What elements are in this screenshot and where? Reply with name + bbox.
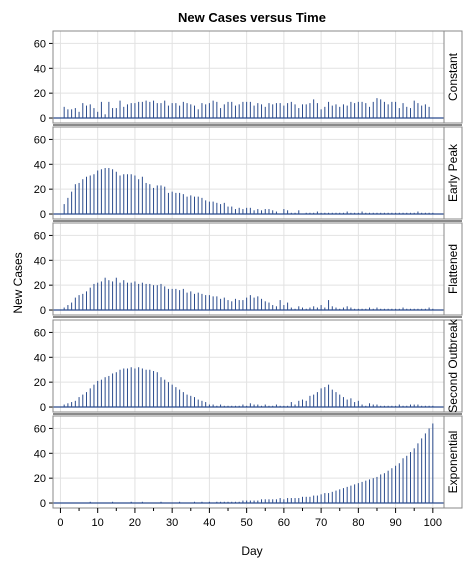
y-tick-label: 20 bbox=[34, 88, 46, 100]
y-tick-label: 40 bbox=[34, 352, 46, 364]
panel-early-peak: 0 20 40 60 Early Peak bbox=[34, 126, 463, 222]
panel-group: 0 20 40 60 Constant 0 20 40 60 Early Peak 0 20 40 60 F… bbox=[34, 30, 463, 510]
x-tick-label: 50 bbox=[241, 517, 253, 529]
y-tick-label: 60 bbox=[34, 230, 46, 242]
y-tick-label: 40 bbox=[34, 448, 46, 460]
y-tick-label: 0 bbox=[40, 209, 46, 221]
y-tick-label: 0 bbox=[40, 305, 46, 317]
x-axis: 0 10 20 30 40 50 60 70 80 90 100 bbox=[57, 508, 442, 529]
panel-strip bbox=[443, 126, 463, 220]
y-tick-label: 0 bbox=[40, 498, 46, 510]
y-tick-label: 60 bbox=[34, 134, 46, 146]
panel-label-flattened: Flattened bbox=[446, 244, 460, 294]
x-axis-label: Day bbox=[241, 544, 262, 558]
y-tick-label: 40 bbox=[34, 255, 46, 267]
panel-strip bbox=[443, 222, 463, 316]
panel-label-constant: Constant bbox=[446, 52, 460, 101]
x-tick-label: 100 bbox=[424, 517, 442, 529]
y-tick-label: 0 bbox=[40, 402, 46, 414]
y-axis-label: New Cases bbox=[11, 252, 25, 313]
panel-strip bbox=[443, 319, 463, 413]
x-tick-label: 0 bbox=[57, 517, 63, 529]
y-tick-label: 0 bbox=[40, 113, 46, 125]
panel-second-outbreak: 0 20 40 60 Second Outbreak bbox=[34, 318, 463, 415]
y-tick-label: 20 bbox=[34, 473, 46, 485]
x-tick-label: 80 bbox=[352, 517, 364, 529]
panel-background bbox=[53, 416, 444, 508]
y-tick-label: 40 bbox=[34, 63, 46, 75]
x-tick-label: 20 bbox=[129, 517, 141, 529]
y-tick-label: 40 bbox=[34, 159, 46, 171]
panel-flattened: 0 20 40 60 Flattened bbox=[34, 222, 463, 318]
panel-background bbox=[53, 320, 444, 412]
y-tick-label: 20 bbox=[34, 184, 46, 196]
panel-background bbox=[53, 223, 444, 315]
y-tick-label: 60 bbox=[34, 423, 46, 435]
x-tick-label: 90 bbox=[389, 517, 401, 529]
panel-background bbox=[53, 127, 444, 219]
y-tick-label: 60 bbox=[34, 38, 46, 50]
panel-label-exponential: Exponential bbox=[446, 431, 460, 494]
panel-background bbox=[53, 31, 444, 123]
x-tick-label: 10 bbox=[92, 517, 104, 529]
panel-label-second-outbreak: Second Outbreak bbox=[446, 318, 460, 412]
x-tick-label: 30 bbox=[166, 517, 178, 529]
x-tick-label: 70 bbox=[315, 517, 327, 529]
panel-label-early-peak: Early Peak bbox=[446, 143, 460, 202]
y-tick-label: 20 bbox=[34, 377, 46, 389]
y-tick-label: 60 bbox=[34, 327, 46, 339]
x-tick-label: 60 bbox=[278, 517, 290, 529]
chart-title: New Cases versus Time bbox=[178, 10, 326, 25]
panel-exponential: 0 20 40 60 Exponential bbox=[34, 415, 463, 510]
y-tick-label: 20 bbox=[34, 280, 46, 292]
x-tick-label: 40 bbox=[203, 517, 215, 529]
panel-strip bbox=[443, 415, 463, 509]
panel-strip bbox=[443, 30, 463, 124]
panel-constant: 0 20 40 60 Constant bbox=[34, 30, 463, 126]
